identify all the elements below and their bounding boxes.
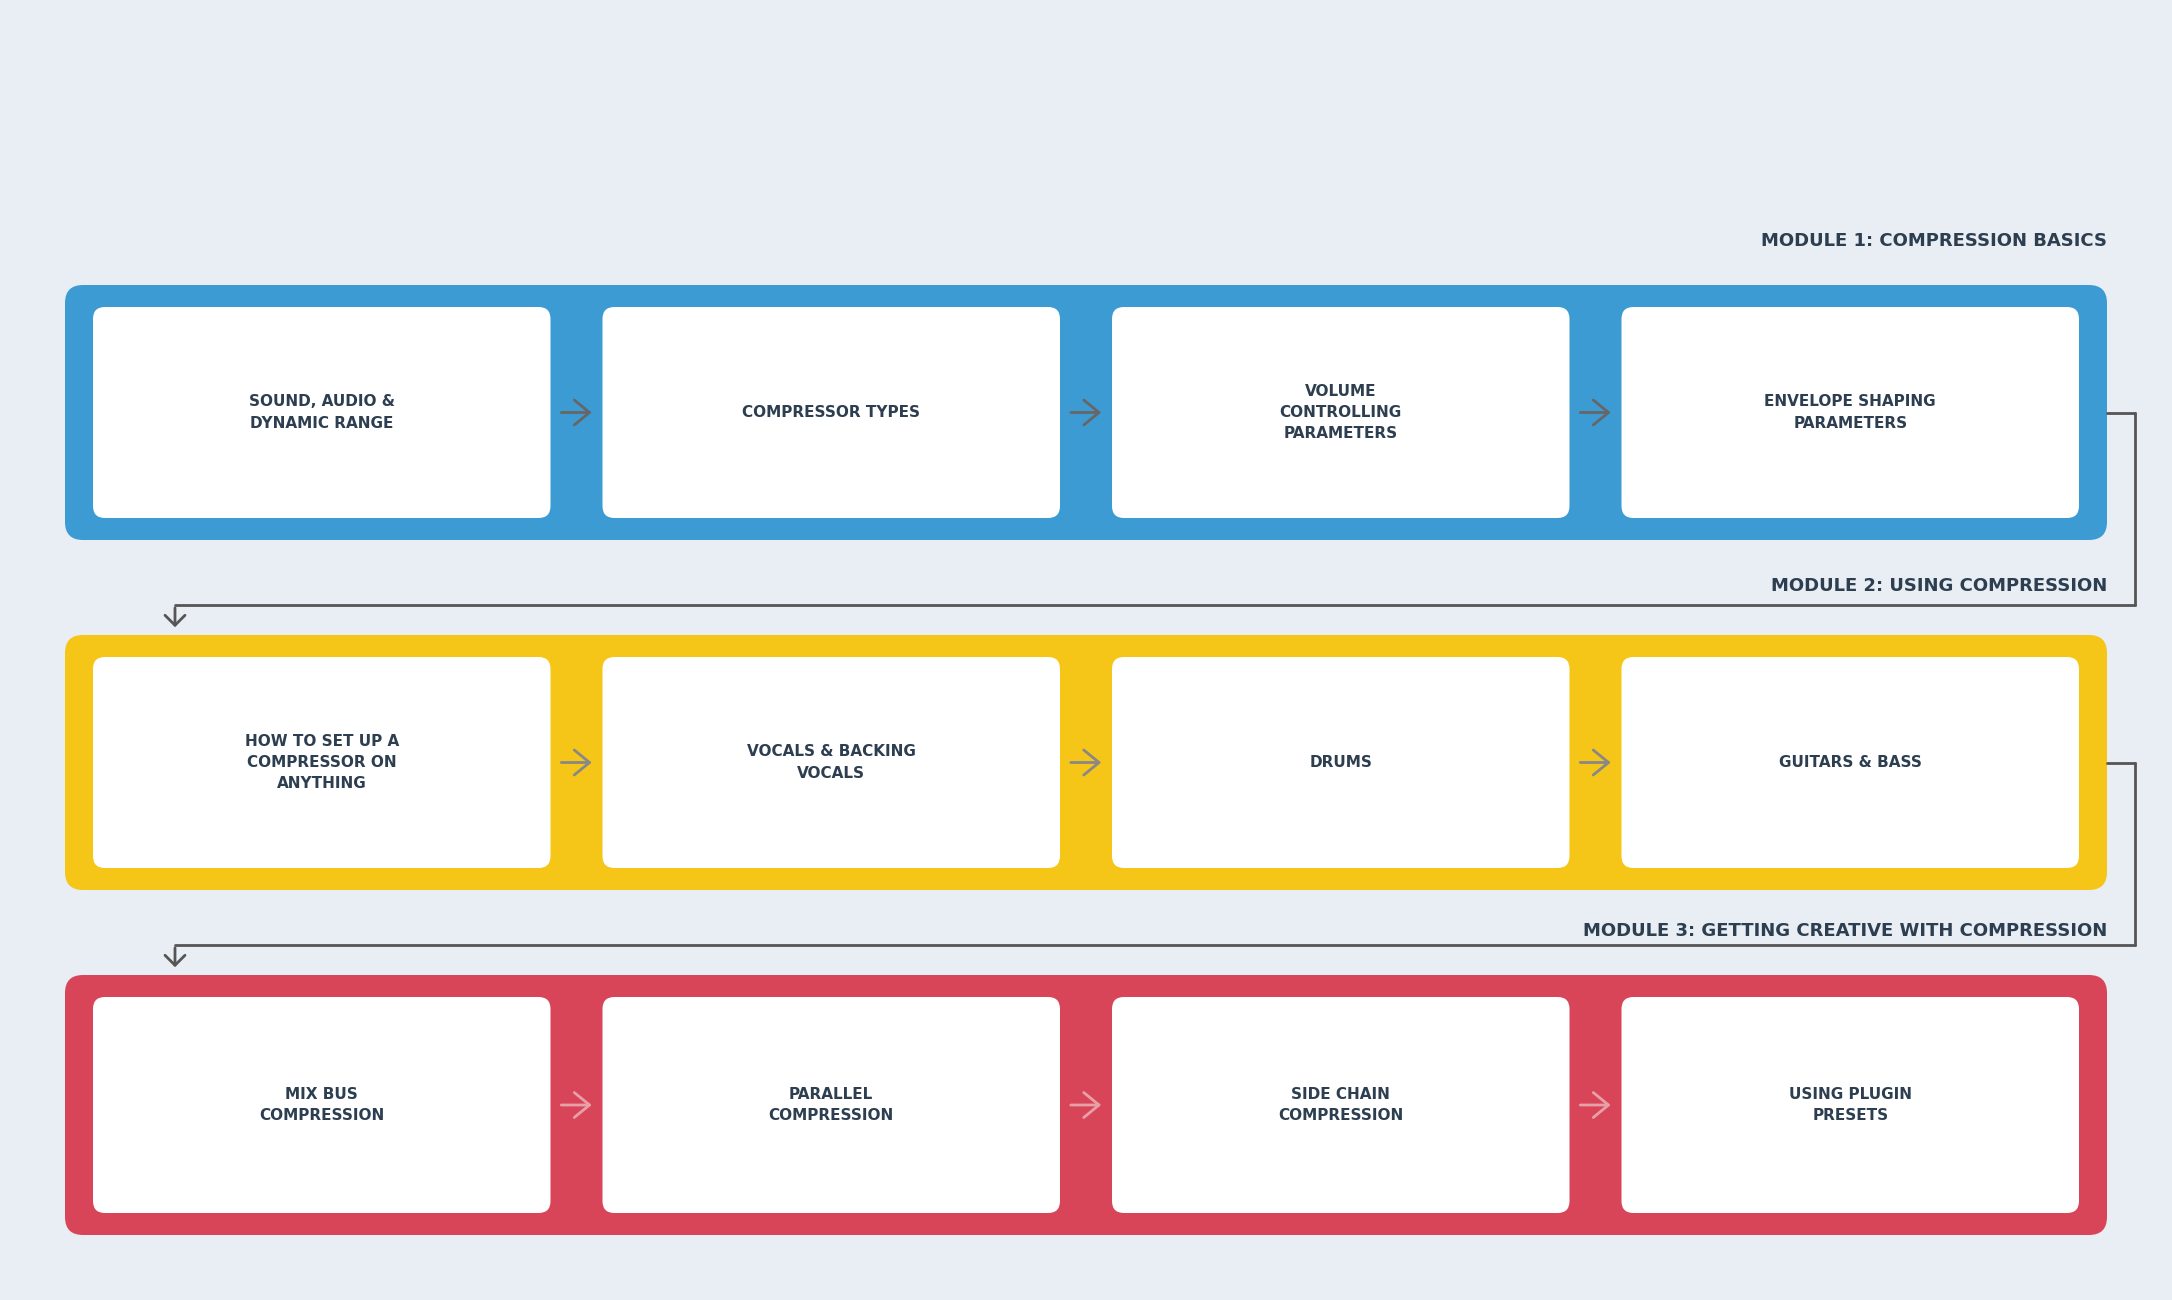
FancyBboxPatch shape: [93, 307, 550, 517]
FancyBboxPatch shape: [93, 997, 550, 1213]
Text: COMPRESSOR TYPES: COMPRESSOR TYPES: [743, 406, 921, 420]
Text: DRUMS: DRUMS: [1310, 755, 1373, 770]
Text: SIDE CHAIN
COMPRESSION: SIDE CHAIN COMPRESSION: [1277, 1087, 1403, 1123]
Text: USING PLUGIN
PRESETS: USING PLUGIN PRESETS: [1790, 1087, 1911, 1123]
Text: MODULE 2: USING COMPRESSION: MODULE 2: USING COMPRESSION: [1770, 577, 2107, 595]
Text: ENVELOPE SHAPING
PARAMETERS: ENVELOPE SHAPING PARAMETERS: [1764, 394, 1935, 430]
FancyBboxPatch shape: [602, 307, 1060, 517]
FancyBboxPatch shape: [1622, 997, 2079, 1213]
Text: VOLUME
CONTROLLING
PARAMETERS: VOLUME CONTROLLING PARAMETERS: [1279, 384, 1401, 441]
Text: MODULE 3: GETTING CREATIVE WITH COMPRESSION: MODULE 3: GETTING CREATIVE WITH COMPRESS…: [1583, 922, 2107, 940]
Text: MIX BUS
COMPRESSION: MIX BUS COMPRESSION: [258, 1087, 384, 1123]
FancyBboxPatch shape: [65, 285, 2107, 540]
FancyBboxPatch shape: [1622, 656, 2079, 868]
FancyBboxPatch shape: [1112, 307, 1570, 517]
FancyBboxPatch shape: [93, 656, 550, 868]
FancyBboxPatch shape: [602, 997, 1060, 1213]
Text: MODULE 1: COMPRESSION BASICS: MODULE 1: COMPRESSION BASICS: [1761, 231, 2107, 250]
FancyBboxPatch shape: [602, 656, 1060, 868]
FancyBboxPatch shape: [1622, 307, 2079, 517]
Text: HOW TO SET UP A
COMPRESSOR ON
ANYTHING: HOW TO SET UP A COMPRESSOR ON ANYTHING: [245, 734, 400, 790]
Text: SOUND, AUDIO &
DYNAMIC RANGE: SOUND, AUDIO & DYNAMIC RANGE: [250, 394, 395, 430]
FancyBboxPatch shape: [65, 634, 2107, 890]
FancyBboxPatch shape: [1112, 997, 1570, 1213]
Text: PARALLEL
COMPRESSION: PARALLEL COMPRESSION: [769, 1087, 895, 1123]
FancyBboxPatch shape: [65, 975, 2107, 1235]
Text: GUITARS & BASS: GUITARS & BASS: [1779, 755, 1922, 770]
Text: VOCALS & BACKING
VOCALS: VOCALS & BACKING VOCALS: [747, 745, 917, 780]
FancyBboxPatch shape: [1112, 656, 1570, 868]
